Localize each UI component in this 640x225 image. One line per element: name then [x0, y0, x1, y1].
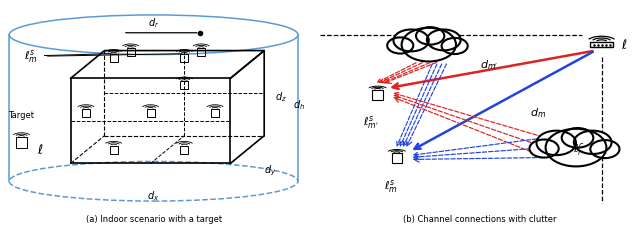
Text: Target: Target: [8, 111, 35, 120]
Circle shape: [394, 29, 429, 51]
Text: $\ell$: $\ell$: [36, 143, 44, 157]
Bar: [372, 90, 383, 100]
Text: (a) Indoor scenario with a target: (a) Indoor scenario with a target: [86, 215, 221, 224]
Circle shape: [402, 28, 456, 61]
Text: $\ell_m^s$: $\ell_m^s$: [24, 48, 38, 65]
Bar: [180, 54, 188, 62]
Text: (b) Channel connections with clutter: (b) Channel connections with clutter: [403, 215, 557, 224]
Text: $d_y$: $d_y$: [264, 164, 276, 178]
Bar: [180, 146, 188, 153]
Circle shape: [574, 131, 612, 154]
Text: $\ell_m^s$: $\ell_m^s$: [383, 178, 397, 195]
Text: $d_r$: $d_r$: [148, 16, 159, 30]
Text: $\ell$: $\ell$: [621, 38, 627, 52]
Circle shape: [427, 29, 461, 50]
Bar: [109, 146, 118, 153]
Bar: [127, 48, 134, 56]
Text: $d_{m'}$: $d_{m'}$: [481, 58, 499, 72]
Text: $d_x$: $d_x$: [147, 189, 160, 203]
Bar: [180, 81, 188, 89]
Text: $\ell_{m'}^s$: $\ell_{m'}^s$: [363, 115, 380, 132]
Text: $d_z$: $d_z$: [275, 90, 287, 104]
Text: $d_m$: $d_m$: [529, 106, 546, 120]
Text: $d_h$: $d_h$: [293, 98, 305, 112]
Bar: [590, 42, 613, 47]
Circle shape: [562, 128, 593, 148]
Bar: [197, 48, 205, 56]
Bar: [211, 109, 219, 117]
Circle shape: [442, 38, 468, 54]
Bar: [147, 109, 154, 117]
Bar: [109, 54, 118, 62]
Circle shape: [416, 27, 444, 45]
Text: $\ell_i^c$: $\ell_i^c$: [573, 141, 585, 158]
Circle shape: [536, 131, 576, 155]
Bar: [392, 153, 402, 163]
Bar: [82, 109, 90, 117]
Circle shape: [529, 140, 559, 158]
Circle shape: [387, 37, 413, 54]
Circle shape: [545, 129, 607, 166]
Circle shape: [590, 140, 620, 158]
Bar: [16, 137, 27, 148]
